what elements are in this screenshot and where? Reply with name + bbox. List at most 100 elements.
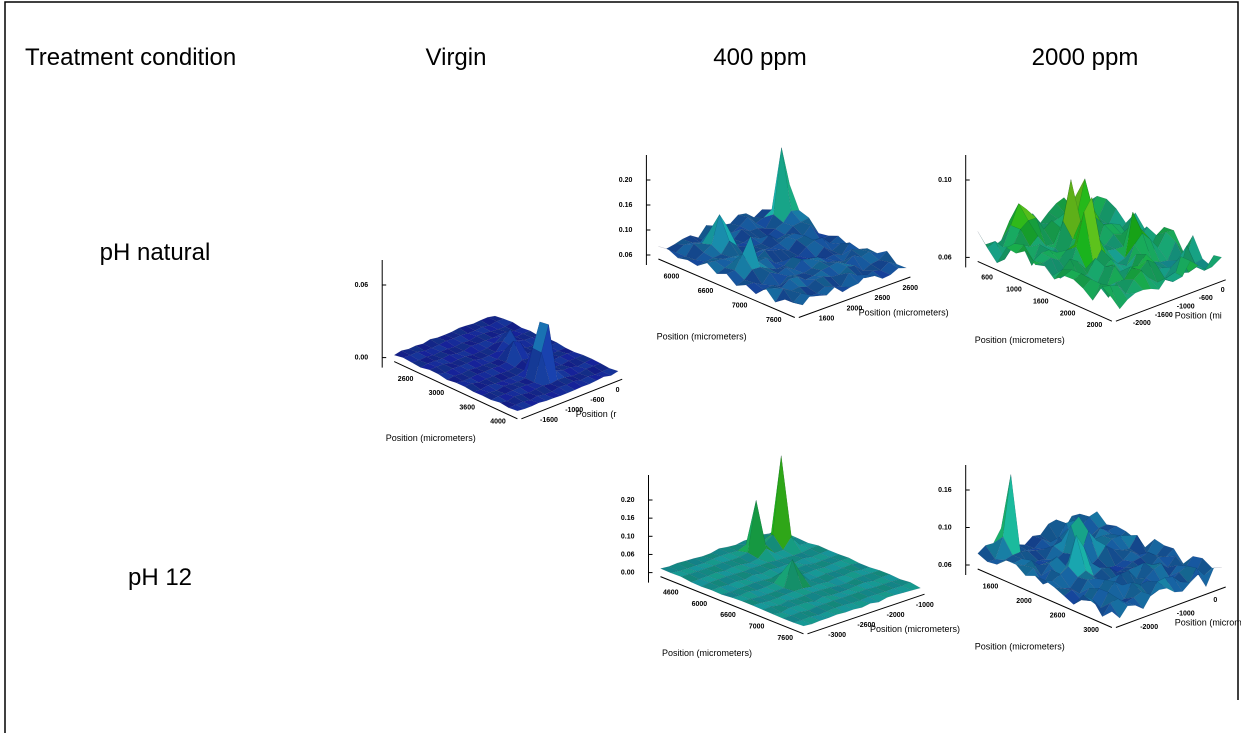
surface-facet xyxy=(1196,255,1215,271)
y-tick-label: 2600 xyxy=(902,285,918,292)
surface-facet xyxy=(1149,581,1168,598)
surface-facet xyxy=(801,616,821,625)
z-tick-label: 0.06 xyxy=(619,252,633,259)
y-axis-label: Position (micrometers) xyxy=(870,624,960,634)
y-tick-label: -2600 xyxy=(857,622,875,629)
surface-facet xyxy=(859,596,880,604)
surface-facet xyxy=(594,371,612,377)
surface-facet xyxy=(544,391,562,399)
surface-facet xyxy=(784,299,803,306)
x-tick-label: 2600 xyxy=(398,376,414,383)
y-axis xyxy=(1115,279,1226,322)
row-label: pH natural xyxy=(100,239,211,266)
x-tick-label: 6600 xyxy=(698,288,714,295)
row-label: pH 12 xyxy=(128,564,192,591)
surface-facet xyxy=(1188,265,1207,273)
surface-plot: 0.06 0.00 2600 3000 3600 4000 Position (microm… xyxy=(355,260,623,443)
header-column: Virgin xyxy=(426,44,487,71)
z-tick-label: 0.16 xyxy=(619,202,633,209)
z-tick-label: 0.16 xyxy=(938,487,952,494)
surface-facet xyxy=(1125,597,1144,610)
y-tick-label: -600 xyxy=(590,397,604,404)
y-axis xyxy=(521,378,623,420)
x-tick-label: 1600 xyxy=(1033,298,1049,305)
header-treatment: Treatment condition xyxy=(25,44,236,71)
y-axis-label: Position (r xyxy=(576,409,617,419)
y-tick-label: -2000 xyxy=(887,612,905,619)
header-column: 2000 ppm xyxy=(1032,44,1139,71)
y-tick-label: 2000 xyxy=(847,305,863,312)
x-axis xyxy=(393,361,518,420)
surface-facet xyxy=(817,611,838,619)
x-axis xyxy=(660,576,804,635)
y-tick-label: -1600 xyxy=(540,417,558,424)
x-tick-label: 7600 xyxy=(766,317,782,324)
x-axis-label: Position (micrometers) xyxy=(975,642,1065,652)
x-tick-label: 7600 xyxy=(777,635,793,642)
surface-plot: 0.20 0.16 0.10 0.06 6000 6600 7000 7600 Position… xyxy=(619,147,949,342)
x-tick-label: 7000 xyxy=(732,303,748,310)
x-tick-label: 6000 xyxy=(664,273,680,280)
surface-plot: 0.16 0.10 0.06 1600 2000 2600 3000 Position (mi… xyxy=(938,465,1241,652)
x-tick-label: 2000 xyxy=(1016,598,1032,605)
surface-facet xyxy=(580,376,598,385)
y-axis xyxy=(807,593,925,635)
y-axis xyxy=(798,276,911,318)
x-tick-label: 1000 xyxy=(1006,286,1022,293)
y-tick-label: 0 xyxy=(1221,287,1225,294)
surface-facet xyxy=(809,614,830,621)
x-tick-label: 600 xyxy=(981,274,993,281)
y-tick-label: -1000 xyxy=(1177,610,1195,617)
surface-facet xyxy=(832,286,852,293)
y-tick-label: -1600 xyxy=(1155,312,1173,319)
surface-facet xyxy=(1109,598,1128,619)
z-tick-label: 0.06 xyxy=(355,282,369,289)
y-axis xyxy=(1115,586,1226,628)
surface-facet xyxy=(1149,277,1168,290)
x-axis-label: Position (micrometers) xyxy=(975,335,1065,345)
surface-facet xyxy=(1196,567,1215,588)
x-tick-label: 7000 xyxy=(749,624,765,631)
z-tick-label: 0.10 xyxy=(938,177,952,184)
x-axis-label: Position (micrometers) xyxy=(657,332,747,342)
y-axis-label: Position (micrometers) xyxy=(859,307,949,317)
surface-facet xyxy=(508,404,526,412)
z-tick-label: 0.06 xyxy=(621,551,635,558)
y-tick-label: 2600 xyxy=(875,295,891,302)
x-axis xyxy=(658,258,795,318)
y-tick-label: -1000 xyxy=(565,407,583,414)
surface-plot: 0.20 0.16 0.10 0.06 0.00 4600 6000 6600 7000 7600… xyxy=(621,455,960,658)
surface-facet xyxy=(1117,598,1136,607)
x-tick-label: 2000 xyxy=(1060,310,1076,317)
surface-facet xyxy=(1117,285,1137,300)
x-tick-label: 4000 xyxy=(490,419,506,426)
z-tick-label: 0.06 xyxy=(938,254,952,261)
y-tick-label: 0 xyxy=(1213,597,1217,604)
y-tick-label: -2000 xyxy=(1140,624,1158,631)
surface-facet xyxy=(529,395,547,403)
x-tick-label: 2600 xyxy=(1050,613,1066,620)
x-tick-label: 3600 xyxy=(459,404,475,411)
x-tick-label: 2000 xyxy=(1087,322,1103,329)
z-tick-label: 0.10 xyxy=(619,227,633,234)
y-tick-label: -600 xyxy=(1199,295,1213,302)
surface-facet xyxy=(1164,272,1183,283)
x-tick-label: 3000 xyxy=(429,390,445,397)
y-axis-label: Position (mi xyxy=(1175,311,1222,321)
surface-facet xyxy=(1172,576,1191,592)
x-tick-label: 4600 xyxy=(663,589,679,596)
surface-facet xyxy=(872,270,891,279)
surface-facet xyxy=(880,261,899,276)
x-tick-label: 1600 xyxy=(983,583,999,590)
x-axis xyxy=(977,260,1113,322)
surface-facet xyxy=(792,619,813,627)
z-tick-label: 0.10 xyxy=(621,533,635,540)
surface-facet xyxy=(601,368,619,376)
surface-facet xyxy=(1101,285,1120,310)
z-tick-label: 0.20 xyxy=(619,177,633,184)
surface-facet xyxy=(551,386,569,396)
y-tick-label: 1600 xyxy=(819,315,835,322)
y-tick-label: -3000 xyxy=(828,632,846,639)
